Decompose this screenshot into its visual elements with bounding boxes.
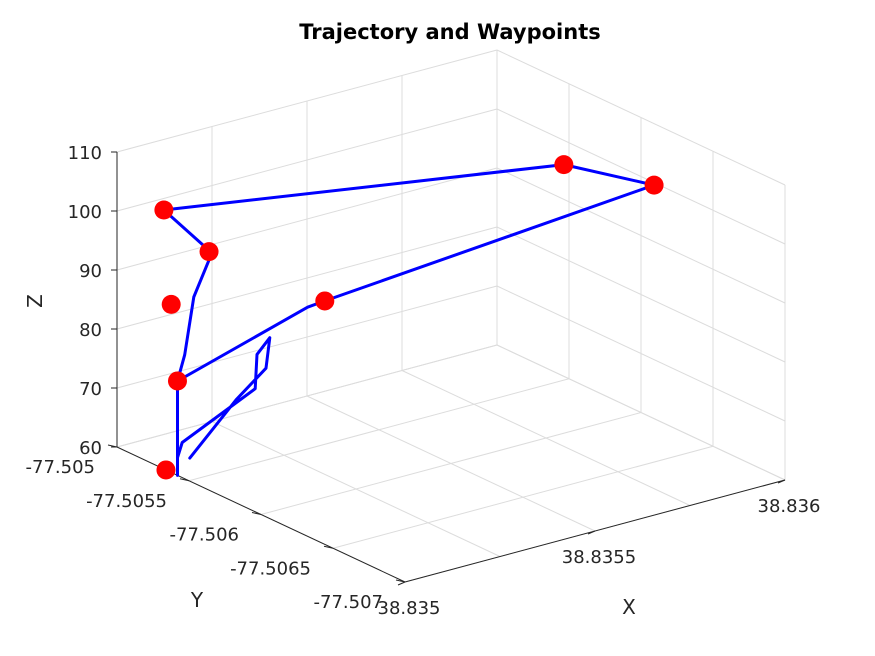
waypoint-marker [199,242,219,262]
chart-title: Trajectory and Waypoints [299,20,601,44]
y-tick-mark [395,579,406,583]
y-tick-mark [179,478,190,482]
y-tick-label: -77.5065 [230,558,311,579]
axis-layer [107,151,786,586]
gridline [496,167,786,304]
x-tick-mark [777,479,786,484]
z-tick-label: 110 [68,143,102,164]
x-tick-label: 38.835 [378,598,441,619]
y-tick-label: -77.5055 [86,491,167,512]
series-layer [154,155,664,480]
gridline [260,412,642,515]
gridline [332,445,714,549]
y-tick-label: -77.506 [170,525,239,546]
z-tick-label: 100 [68,202,102,223]
z-axis-label: Z [23,294,47,308]
y-axis-label: Y [190,588,204,612]
x-tick-label: 38.836 [758,496,821,517]
y-tick-label: -77.507 [314,592,383,613]
grid-layer [116,49,786,583]
gridline [496,285,786,422]
waypoint-marker [167,371,187,391]
gridline [116,344,498,448]
z-tick-label: 80 [79,320,102,341]
gridline [116,226,498,330]
y-tick-mark [323,545,334,549]
waypoint-marker [156,460,176,480]
gridline [116,167,498,271]
gridline [496,108,786,245]
y-tick-mark [251,512,262,515]
gridline [496,49,786,186]
gridline [496,226,786,363]
tick-labels: 38.83538.835538.836-77.505-77.5055-77.50… [26,143,821,619]
gridline [116,108,498,212]
waypoint-marker [644,175,664,195]
waypoint-marker [154,200,174,220]
x-tick-mark [587,530,596,535]
waypoint-marker [554,155,574,175]
gridline [188,378,570,482]
gridline [116,49,498,153]
waypoint-marker [161,294,181,314]
z-tick-label: 70 [79,379,102,400]
x-tick-mark [397,581,406,586]
z-tick-label: 60 [79,438,102,459]
x-tick-label: 38.8355 [562,547,636,568]
y-tick-label: -77.505 [26,457,95,478]
trajectory-loop [176,336,272,460]
waypoint-marker [315,291,335,311]
z-tick-label: 90 [79,261,102,282]
x-axis-label: X [622,595,636,619]
